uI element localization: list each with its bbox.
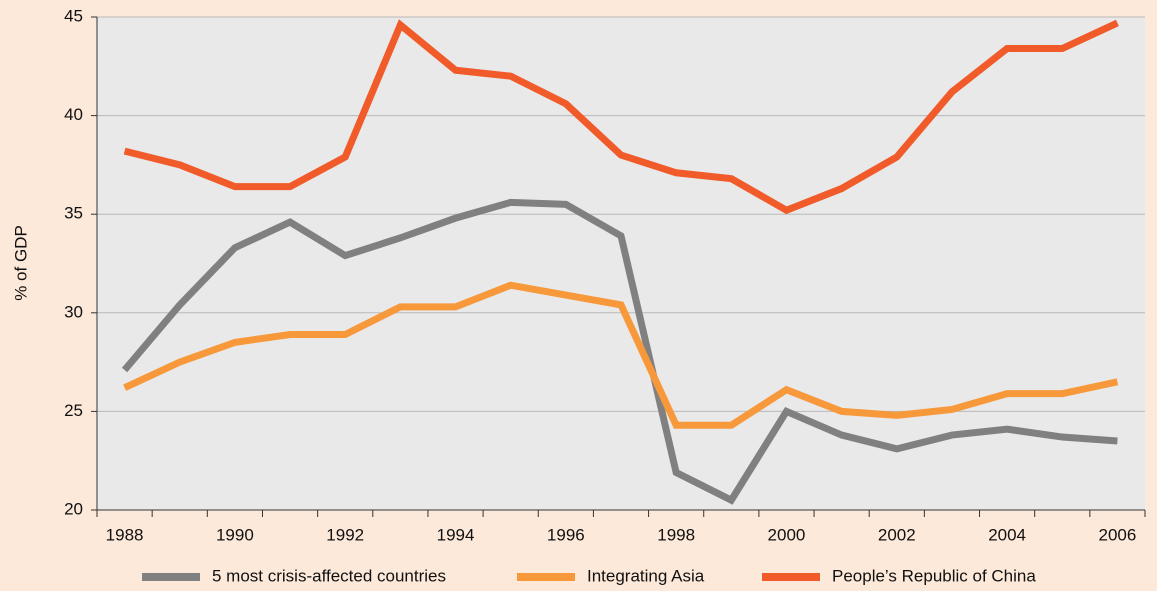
series-line <box>123 281 1119 429</box>
legend-label: Integrating Asia <box>587 566 705 585</box>
x-tick-label: 1992 <box>326 525 364 544</box>
y-tick-label: 45 <box>64 6 83 25</box>
x-tick-label: 1988 <box>106 525 144 544</box>
x-tick-label: 1998 <box>657 525 695 544</box>
legend-label: 5 most crisis-affected countries <box>212 566 446 585</box>
y-tick-label: 20 <box>64 499 83 518</box>
x-tick-label: 2000 <box>768 525 806 544</box>
y-tick-label: 30 <box>64 302 83 321</box>
x-tick-label: 2006 <box>1099 525 1137 544</box>
x-tick-label: 1994 <box>437 525 475 544</box>
x-tick-label: 2002 <box>878 525 916 544</box>
x-tick-label: 1996 <box>547 525 585 544</box>
y-axis-label: % of GDP <box>11 225 30 301</box>
legend-label: People’s Republic of China <box>832 566 1036 585</box>
y-tick-label: 35 <box>64 204 83 223</box>
plot-area <box>97 17 1145 510</box>
x-tick-label: 2004 <box>988 525 1026 544</box>
series-line <box>121 198 1118 505</box>
y-tick-label: 40 <box>64 105 83 124</box>
x-tick-label: 1990 <box>216 525 254 544</box>
series-line <box>123 19 1119 215</box>
y-tick-label: 25 <box>64 401 83 420</box>
